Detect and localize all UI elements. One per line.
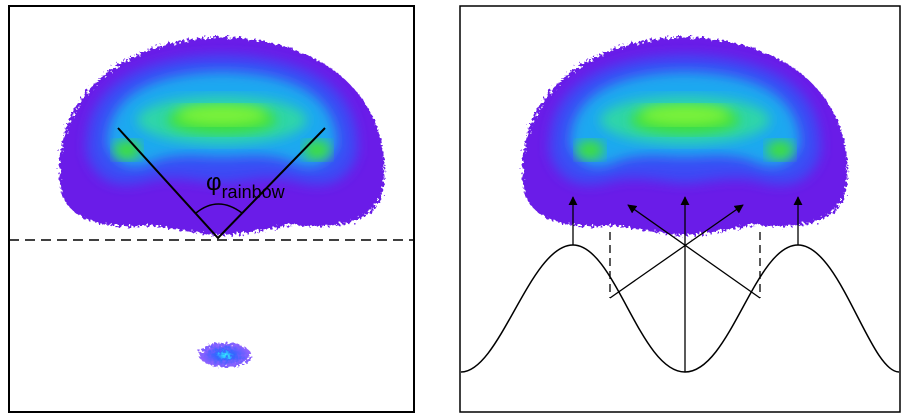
angle-lines bbox=[117, 127, 326, 240]
angle-symbol: φ bbox=[206, 169, 222, 196]
arrow bbox=[627, 204, 761, 299]
angle-subscript: rainbow bbox=[222, 182, 286, 202]
angle-label: φrainbow bbox=[206, 169, 286, 202]
angle-arc bbox=[195, 203, 243, 214]
left-panel: φrainbow bbox=[8, 5, 415, 413]
arrow bbox=[609, 204, 744, 299]
direct-beam-spot bbox=[199, 343, 251, 367]
right-panel bbox=[459, 5, 901, 413]
